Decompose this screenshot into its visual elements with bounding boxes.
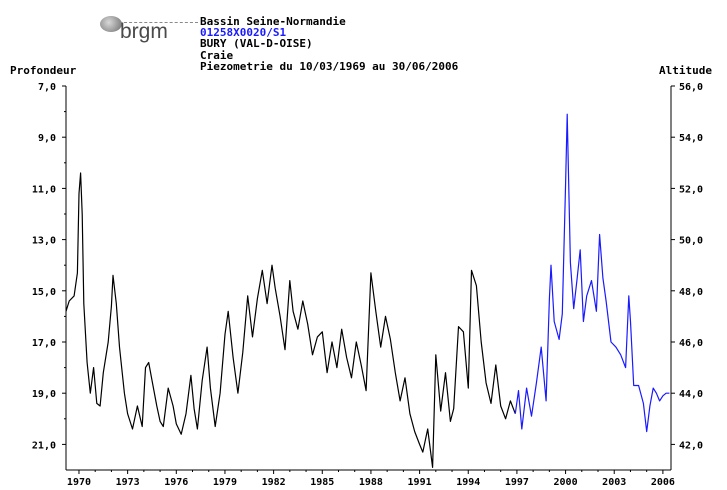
left-tick-label: 13,0: [32, 236, 56, 247]
x-tick-label: 2000: [554, 477, 578, 488]
chart-ticks: 7,0 9,0 11,0 13,0 15,0 17,0 19,0 21,0 42,0 44,0 46…: [32, 82, 703, 488]
left-tick-label: 7,0: [38, 82, 56, 93]
right-tick-label: 46,0: [679, 338, 703, 349]
chart-title: Piezometrie du 10/03/1969 au 30/06/2006: [200, 60, 459, 73]
historic-series-line: [65, 172, 516, 468]
x-tick-label: 2003: [602, 477, 626, 488]
logo-divider-line: [124, 22, 198, 23]
x-tick-label: 1982: [262, 477, 286, 488]
chart-series: [65, 113, 670, 468]
brgm-logo-text: brgm: [120, 20, 168, 43]
aquifer-name: Craie: [200, 49, 234, 62]
x-tick-label: 1979: [213, 477, 237, 488]
x-tick-label: 1973: [116, 477, 140, 488]
right-tick-label: 56,0: [679, 82, 703, 93]
brgm-logo-icon: [100, 16, 122, 32]
x-tick-label: 1994: [456, 477, 480, 488]
right-tick-label: 44,0: [679, 389, 703, 400]
left-tick-label: 11,0: [32, 184, 56, 195]
right-tick-label: 48,0: [679, 287, 703, 298]
commune-name: BURY (VAL-D-OISE): [200, 37, 313, 50]
left-axis-title: Profondeur: [10, 64, 77, 77]
right-tick-label: 42,0: [679, 440, 703, 451]
station-code-link[interactable]: 01258X0020/S1: [200, 26, 287, 39]
x-tick-label: 1985: [310, 477, 334, 488]
x-tick-label: 2006: [651, 477, 675, 488]
left-tick-label: 9,0: [38, 133, 56, 144]
x-tick-label: 1970: [67, 477, 91, 488]
left-tick-label: 19,0: [32, 389, 56, 400]
right-tick-label: 54,0: [679, 133, 703, 144]
left-tick-label: 15,0: [32, 287, 56, 298]
x-tick-label: 1991: [408, 477, 432, 488]
right-axis-title: Altitude: [659, 64, 712, 77]
chart-axes: [65, 86, 672, 471]
recent-series-line: [514, 113, 670, 433]
right-tick-label: 50,0: [679, 236, 703, 247]
left-tick-label: 21,0: [32, 440, 56, 451]
x-tick-label: 1997: [505, 477, 529, 488]
x-tick-label: 1988: [359, 477, 383, 488]
x-tick-label: 1976: [164, 477, 188, 488]
left-tick-label: 17,0: [32, 338, 56, 349]
basin-name: Bassin Seine-Normandie: [200, 15, 346, 28]
right-tick-label: 52,0: [679, 184, 703, 195]
